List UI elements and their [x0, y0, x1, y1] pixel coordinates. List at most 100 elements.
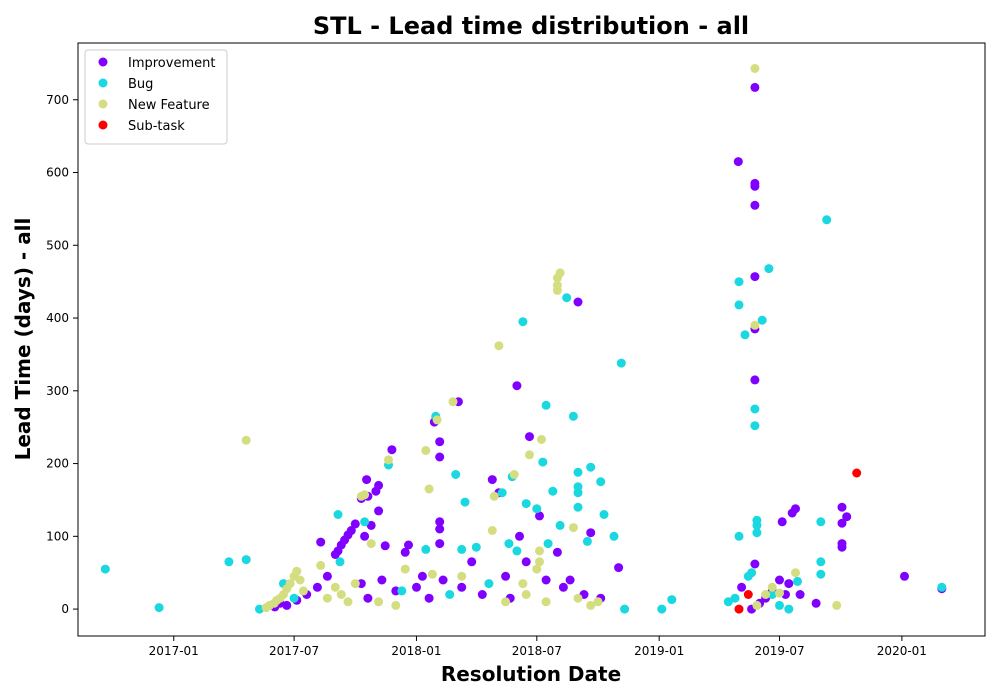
data-point	[471, 542, 481, 552]
data-point	[537, 435, 546, 444]
data-point	[582, 536, 592, 546]
data-point	[791, 568, 800, 578]
data-point	[487, 526, 497, 535]
data-point	[421, 544, 431, 554]
data-point	[750, 200, 760, 210]
data-point	[346, 526, 356, 535]
data-point	[723, 597, 733, 607]
series-improvement	[270, 82, 947, 614]
data-point	[445, 590, 455, 599]
data-point	[255, 604, 264, 614]
data-point	[316, 537, 326, 547]
y-tick-label: 300	[46, 384, 69, 398]
data-point	[518, 317, 528, 327]
data-point	[593, 597, 603, 607]
data-point	[518, 579, 528, 589]
data-point	[900, 571, 909, 581]
data-point	[380, 541, 390, 551]
data-point	[350, 519, 360, 529]
data-point	[750, 272, 760, 282]
plot-frame	[77, 42, 986, 637]
data-point	[298, 586, 308, 596]
data-point	[775, 600, 784, 610]
data-point	[791, 504, 800, 514]
data-point	[366, 520, 376, 530]
data-point	[509, 470, 519, 479]
data-point	[747, 568, 757, 578]
data-point	[435, 517, 445, 527]
y-tick-label: 100	[46, 529, 69, 543]
data-point	[515, 531, 524, 541]
data-point	[322, 593, 332, 603]
data-point	[532, 564, 542, 574]
legend-marker	[98, 57, 108, 67]
data-point	[312, 582, 322, 592]
data-point	[460, 497, 470, 507]
data-point	[333, 510, 343, 519]
data-point	[752, 520, 762, 530]
legend-label: Sub-task	[128, 119, 185, 134]
y-tick-label: 700	[46, 93, 69, 107]
data-point	[374, 480, 384, 490]
x-tick-label: 2017-07	[269, 644, 319, 658]
data-point	[767, 590, 777, 599]
data-point	[316, 560, 326, 570]
data-point	[343, 597, 353, 607]
data-point	[387, 445, 397, 455]
data-point	[733, 157, 743, 167]
data-point	[330, 582, 340, 592]
data-point	[100, 564, 110, 574]
chart-title: STL - Lead time distribution - all	[313, 12, 749, 40]
data-point	[565, 575, 575, 585]
legend-marker	[98, 99, 108, 109]
data-point	[730, 593, 740, 603]
data-point	[750, 320, 760, 330]
data-point	[435, 452, 445, 462]
data-point	[734, 531, 744, 541]
data-point	[568, 523, 578, 533]
data-point	[512, 546, 522, 556]
x-tick-label: 2019-01	[634, 644, 684, 658]
data-point	[350, 579, 360, 589]
plot-area	[100, 64, 947, 614]
data-point	[555, 268, 565, 278]
data-point	[750, 559, 760, 569]
data-point	[285, 579, 295, 589]
data-point	[435, 539, 445, 549]
data-point	[292, 566, 302, 576]
data-point	[457, 544, 467, 554]
y-tick-label: 0	[61, 602, 69, 616]
data-point	[538, 457, 548, 467]
data-point	[477, 590, 487, 599]
data-point	[224, 557, 234, 567]
data-point	[750, 181, 760, 191]
data-point	[937, 582, 947, 592]
data-point	[525, 432, 534, 442]
data-point	[743, 590, 753, 599]
data-point	[657, 604, 667, 614]
data-point	[750, 421, 760, 431]
data-point	[532, 504, 542, 514]
data-point	[596, 477, 606, 487]
data-point	[852, 468, 862, 478]
data-point	[424, 484, 434, 494]
data-point	[521, 590, 531, 599]
data-point	[586, 462, 596, 472]
data-point	[384, 455, 393, 465]
x-tick-label: 2020-01	[877, 644, 927, 658]
data-point	[811, 598, 821, 608]
data-point	[816, 557, 826, 567]
legend-label: Improvement	[128, 56, 215, 71]
data-point	[784, 579, 794, 589]
data-point	[558, 582, 568, 592]
data-point	[837, 518, 847, 528]
data-point	[336, 590, 346, 599]
data-point	[360, 517, 370, 527]
data-point	[562, 293, 572, 303]
data-point	[504, 539, 514, 549]
data-point	[484, 579, 494, 589]
data-point	[489, 491, 499, 501]
data-point	[424, 593, 434, 603]
data-point	[752, 528, 762, 538]
data-point	[555, 520, 565, 530]
